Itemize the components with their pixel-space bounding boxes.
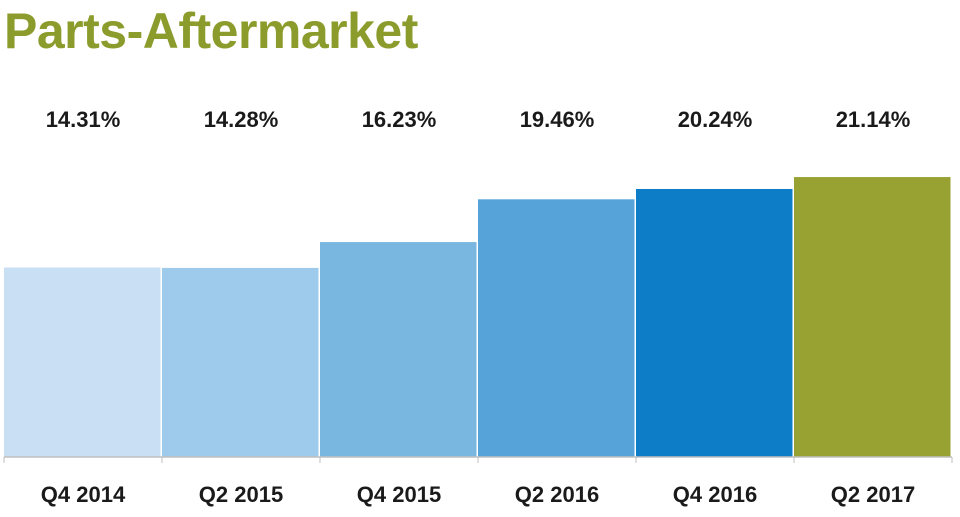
bar-q4-2016 [636,188,793,458]
chart-title: Parts-Aftermarket [4,3,418,59]
x-tick-label: Q4 2016 [673,482,757,507]
value-label: 14.28% [204,107,279,132]
value-label: 14.31% [46,107,121,132]
bar-q2-2016 [478,199,635,457]
value-label: 21.14% [836,107,911,132]
bar-q4-2015 [320,242,477,457]
x-tick-label: Q2 2015 [199,482,283,507]
x-tick-label: Q2 2016 [515,482,599,507]
x-axis [3,456,953,463]
bar-q4-2014 [4,267,161,457]
tick-labels-group: Q4 2014 Q2 2015 Q4 2015 Q2 2016 Q4 2016 Q2 20… [41,482,915,507]
value-label: 19.46% [520,107,595,132]
x-tick-label: Q2 2017 [831,482,915,507]
value-label: 20.24% [678,107,753,132]
bar-q2-2015 [162,267,319,457]
bar-q2-2017 [794,177,951,457]
x-tick-label: Q4 2014 [41,482,126,507]
x-tick-label: Q4 2015 [357,482,441,507]
value-labels-group: 14.31% 14.28% 16.23% 19.46% 20.24% 21.14% [46,107,911,132]
value-label: 16.23% [362,107,437,132]
bars-group [4,177,951,458]
